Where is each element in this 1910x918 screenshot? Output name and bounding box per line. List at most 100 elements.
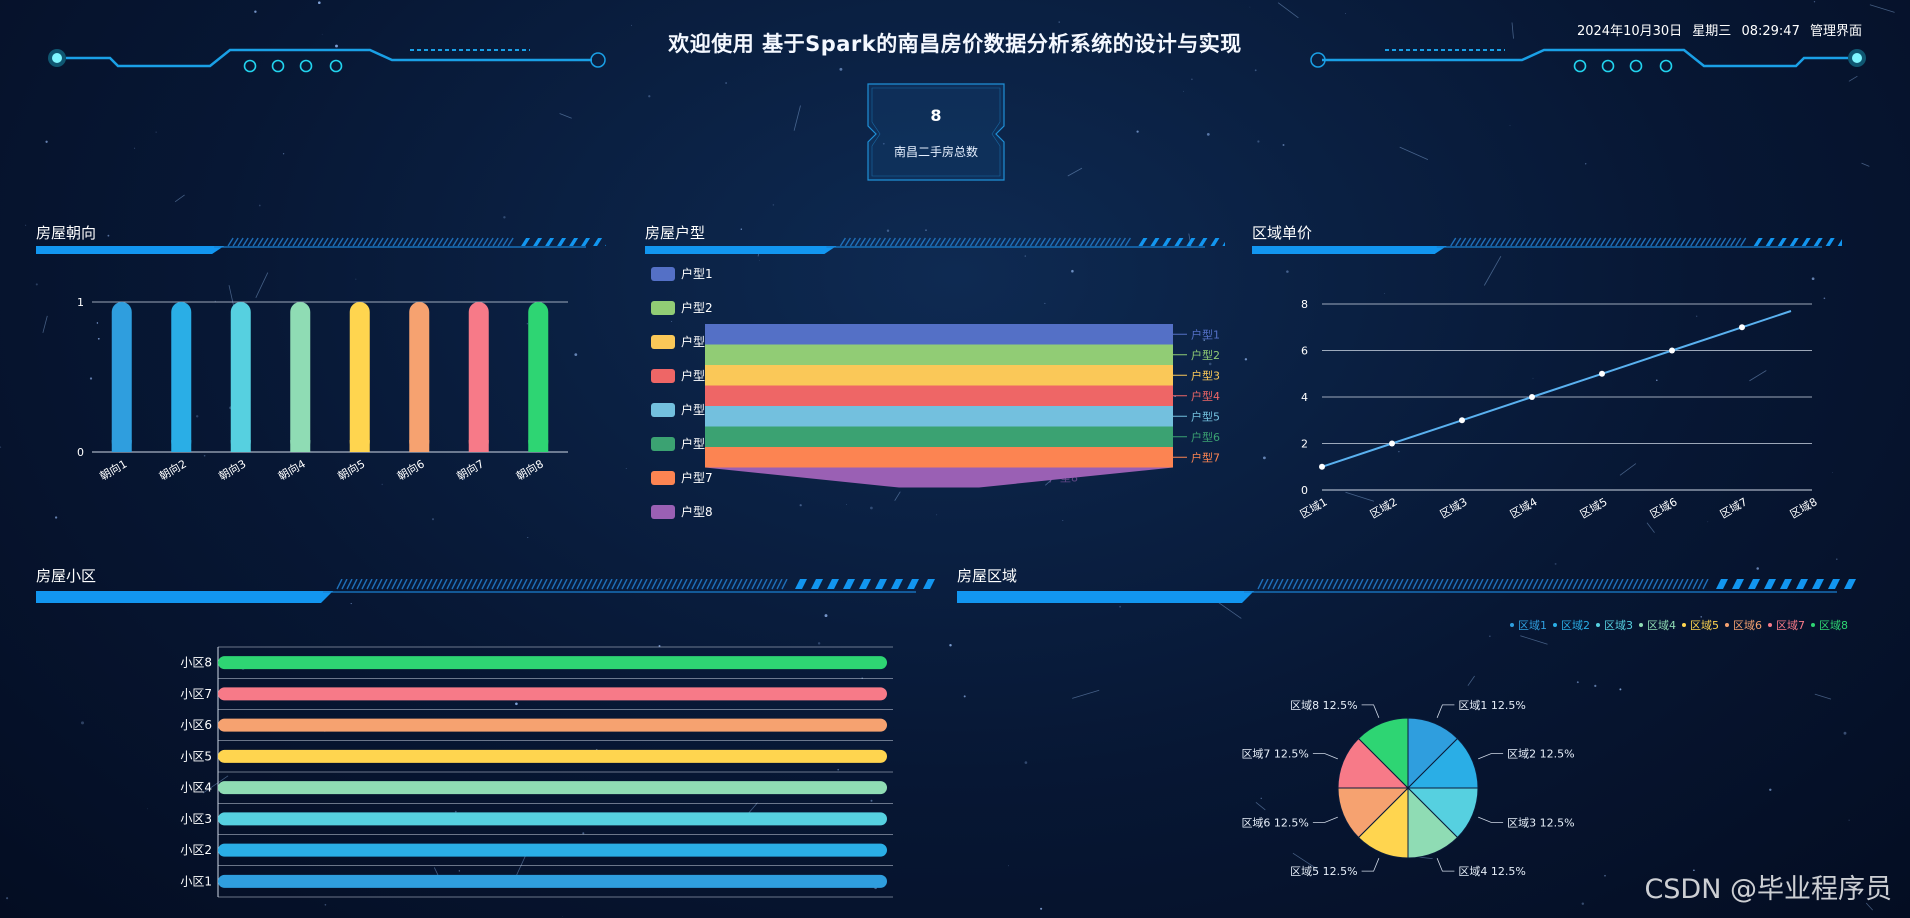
header-hatch xyxy=(1069,237,1076,247)
header-hatch xyxy=(1377,579,1384,590)
legend-dot xyxy=(1811,623,1815,627)
star-dot xyxy=(925,229,927,231)
star-dot xyxy=(1203,339,1205,341)
y-tick-label: 2 xyxy=(1301,438,1308,451)
header-chevron xyxy=(1222,241,1225,246)
y-tick-label: 1 xyxy=(77,296,84,309)
x-tick-label: 区域7 xyxy=(1718,495,1750,521)
admin-link[interactable]: 管理界面 xyxy=(1809,24,1862,39)
bar xyxy=(218,656,887,670)
header-hatch xyxy=(1019,237,1026,247)
header-hatch xyxy=(551,579,558,590)
header-hatch xyxy=(1089,237,1096,247)
header-hatch xyxy=(761,579,768,590)
header-hatch xyxy=(1565,237,1572,247)
total-listings-value: 8 xyxy=(930,106,942,125)
header-ring xyxy=(243,59,257,73)
header-bar xyxy=(645,246,837,254)
star-dot xyxy=(25,224,27,226)
header-hatch xyxy=(1460,237,1467,247)
star-dot xyxy=(1843,731,1847,735)
header-hatch xyxy=(1725,237,1732,247)
header-hatch xyxy=(292,237,299,247)
x-tick-label: 区域5 xyxy=(1578,495,1610,521)
star-dot xyxy=(658,645,661,647)
header-hatch xyxy=(1700,237,1707,247)
star-dot xyxy=(321,33,323,35)
bar-base xyxy=(171,440,192,452)
streak-line xyxy=(559,113,572,119)
star-dot xyxy=(1554,562,1557,565)
datetime-bar: 2024年10月30日 星期三 08:29:47 管理界面 xyxy=(1571,20,1862,39)
star-dot xyxy=(648,95,651,98)
header-hatch xyxy=(1645,237,1652,247)
star-dot xyxy=(45,140,48,143)
header-hatch xyxy=(1697,579,1704,590)
pie-label: 区域6 12.5% xyxy=(1241,816,1308,829)
header-hatch xyxy=(904,237,911,247)
header-hatch xyxy=(581,579,588,590)
header-hatch xyxy=(1637,579,1644,590)
pie-label: 区域1 12.5% xyxy=(1458,699,1525,712)
header-hatch xyxy=(1642,579,1649,590)
header-hatch xyxy=(1492,579,1499,590)
header-hatch xyxy=(462,237,469,247)
star-dot xyxy=(97,337,100,340)
legend-dot xyxy=(1768,623,1772,627)
legend-label: 户型1 xyxy=(681,266,713,281)
star-dot xyxy=(515,702,518,706)
legend-swatch xyxy=(651,369,675,383)
streak-line xyxy=(1255,801,1266,811)
header-hatch xyxy=(1655,237,1662,247)
header-hatch xyxy=(1497,579,1504,590)
header-hatch xyxy=(1287,579,1294,590)
header-hatch xyxy=(1437,579,1444,590)
house-type-funnel-chart: 户型1 户型2 户型3 户型4 户型5 户型6 户型7 户型8 户型1 户型2 户型3 户型4 户型5 户… xyxy=(651,266,1220,519)
star-dot xyxy=(317,1,321,5)
header-chevron xyxy=(1716,579,1728,589)
header-hatch xyxy=(371,579,378,590)
star-dot xyxy=(1707,521,1709,523)
panel-title-orientation: 房屋朝向 xyxy=(36,224,97,242)
header-hatch xyxy=(346,579,353,590)
header-chevron xyxy=(891,579,903,589)
bar xyxy=(528,302,549,452)
header-hatch xyxy=(427,237,434,247)
header-hatch xyxy=(776,579,783,590)
header-hatch xyxy=(1387,579,1394,590)
header-hatch xyxy=(1715,237,1722,247)
header-chevron xyxy=(1796,579,1808,589)
star-dot xyxy=(381,483,383,486)
panel-header-decoration xyxy=(36,579,935,603)
header-hatch xyxy=(412,237,419,247)
header-hatch xyxy=(844,237,851,247)
header-hatch xyxy=(1367,579,1374,590)
star-dot xyxy=(454,810,457,813)
header-hatch xyxy=(1039,237,1046,247)
header-hatch xyxy=(1004,237,1011,247)
header-chevron xyxy=(843,579,855,589)
star-dot xyxy=(1576,681,1579,684)
header-hatch xyxy=(691,579,698,590)
funnel-segment xyxy=(705,406,1173,427)
bar-base xyxy=(349,440,370,452)
header-hatch xyxy=(1602,579,1609,590)
header-hatch xyxy=(1635,237,1642,247)
streak-line xyxy=(255,272,269,298)
header-hatch xyxy=(1337,579,1344,590)
header-hatch xyxy=(1472,579,1479,590)
header-hatch xyxy=(1462,579,1469,590)
panel-title-district: 房屋区域 xyxy=(957,567,1018,585)
data-point xyxy=(1739,324,1745,331)
header-hatch xyxy=(1595,237,1602,247)
streak-line xyxy=(1399,146,1429,160)
star-dot xyxy=(1619,688,1622,691)
streak-line xyxy=(1511,22,1514,39)
star-dot xyxy=(1811,277,1815,281)
star-dot xyxy=(1384,293,1385,295)
star-dot xyxy=(355,278,357,280)
legend-label: 户型2 xyxy=(681,300,713,315)
card-frame xyxy=(867,83,1005,181)
header-hatch xyxy=(1522,579,1529,590)
star-dot xyxy=(1024,255,1027,257)
